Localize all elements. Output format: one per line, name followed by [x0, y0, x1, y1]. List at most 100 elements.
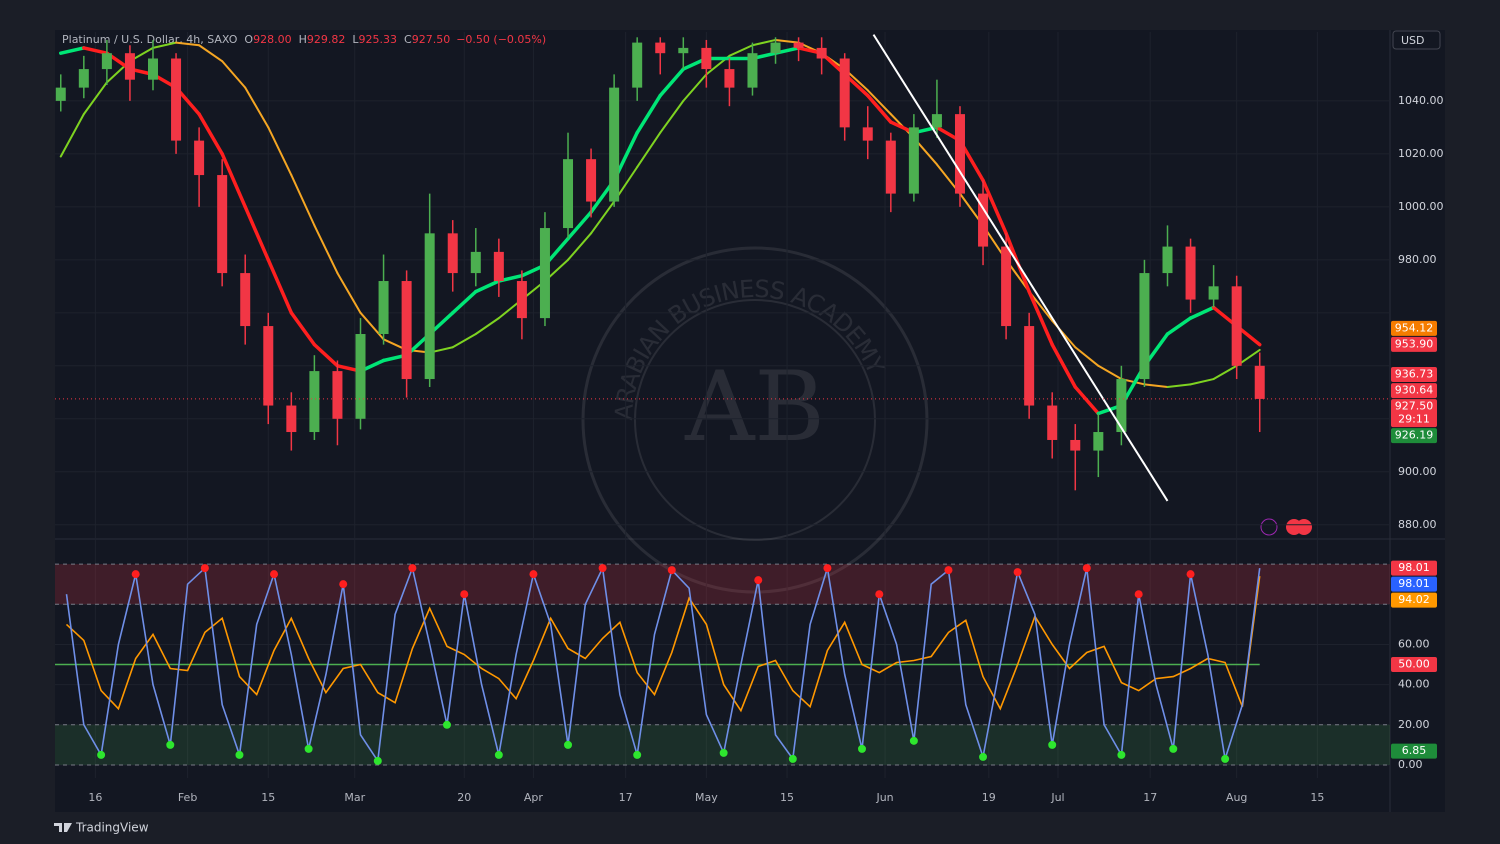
candle-body	[1024, 326, 1035, 406]
signal-high	[875, 590, 884, 599]
band	[55, 724, 1390, 765]
candle-body	[124, 53, 135, 80]
price-label-bg	[1391, 383, 1437, 399]
y-tick-label: 980.00	[1398, 253, 1437, 266]
signal-high	[667, 566, 676, 575]
candle-body	[378, 281, 389, 335]
currency[interactable]: USD	[1401, 34, 1425, 47]
x-tick-label: Mar	[344, 791, 365, 804]
signal-low	[304, 744, 313, 753]
moving-average	[1074, 346, 1100, 367]
ohlc-key: C	[404, 33, 412, 46]
moving-average	[1027, 289, 1054, 347]
moving-average	[336, 272, 362, 314]
candle-body	[816, 47, 827, 59]
candle-body	[240, 273, 251, 327]
moving-average	[59, 113, 85, 158]
symbol: Platinum / U.S. Dollar, 4h, SAXO	[62, 33, 238, 46]
ohlc-value: 927.50	[412, 33, 451, 46]
candle-body	[609, 87, 620, 202]
moving-average	[451, 333, 477, 349]
signal-low	[909, 736, 918, 745]
candle-body	[194, 140, 205, 176]
candle-body	[1047, 405, 1058, 440]
moving-average	[312, 342, 340, 368]
moving-average	[1073, 385, 1101, 416]
y-tick-label: 20.00	[1398, 718, 1430, 731]
moving-average	[267, 126, 293, 177]
moving-average	[635, 93, 662, 135]
moving-average	[220, 152, 247, 209]
signal-low	[979, 752, 988, 761]
candle-body	[1001, 246, 1012, 327]
moving-average	[175, 41, 201, 47]
candle-body	[263, 326, 274, 406]
moving-average	[1050, 342, 1078, 389]
moving-average	[636, 131, 662, 169]
candle-body	[954, 114, 965, 194]
y-tick-label: 40.00	[1398, 678, 1430, 691]
flash-icon[interactable]	[1260, 518, 1278, 536]
candle-body	[171, 58, 182, 141]
x-tick-label: Jun	[875, 791, 893, 804]
chart-icons	[1260, 518, 1312, 536]
ohlc-value: 928.00	[253, 33, 292, 46]
price-label: 94.02	[1398, 593, 1430, 606]
y-tick-label: 0.00	[1398, 758, 1423, 771]
moving-average	[244, 86, 270, 129]
moving-average	[751, 38, 777, 47]
candle-body	[862, 127, 873, 141]
brand-logo	[54, 823, 72, 832]
moving-average	[682, 73, 708, 102]
x-tick-label: 19	[982, 791, 996, 804]
signal-high	[823, 564, 832, 573]
candle-body	[78, 69, 89, 88]
x-tick-label: May	[695, 791, 718, 804]
stochastic-pane	[55, 563, 1390, 766]
moving-average	[474, 317, 500, 336]
signal-low	[1221, 754, 1230, 763]
y-tick-label: 1000.00	[1398, 200, 1444, 213]
event-icon[interactable]	[1296, 519, 1312, 535]
moving-average	[266, 258, 294, 315]
moving-average	[82, 46, 109, 55]
price-label: 50.00	[1398, 658, 1430, 671]
moving-average	[1165, 316, 1193, 336]
signal-high	[339, 580, 348, 589]
currency-box[interactable]	[1392, 30, 1441, 50]
y-tick-label: 900.00	[1398, 465, 1437, 478]
candle-body	[586, 159, 597, 202]
x-tick-label: 15	[1310, 791, 1324, 804]
price-label-bg	[1391, 428, 1437, 444]
ohlc-value: 925.33	[359, 33, 398, 46]
moving-average	[1097, 364, 1123, 381]
moving-average	[290, 174, 316, 227]
price-label-bg	[1391, 320, 1437, 336]
moving-average	[359, 311, 385, 341]
candle-body	[747, 53, 758, 88]
signal-low	[633, 750, 642, 759]
ohlc-value: 929.82	[307, 33, 346, 46]
signal-high	[529, 570, 538, 579]
candle-body	[908, 127, 919, 194]
watermark-initials: AB	[684, 351, 825, 463]
price-label: 954.12	[1395, 321, 1434, 334]
signal-high	[944, 566, 953, 575]
x-tick-label: 15	[780, 791, 794, 804]
candle-body	[309, 371, 320, 433]
candle-body	[1116, 379, 1127, 433]
candle-body	[424, 233, 435, 380]
candle-body	[1093, 432, 1104, 451]
price-label: 98.01	[1398, 561, 1430, 574]
candle-body	[1208, 286, 1219, 300]
moving-average	[82, 81, 108, 116]
price-label: 98.01	[1398, 577, 1430, 590]
countdown: 29:11	[1398, 413, 1430, 426]
moving-average	[866, 93, 893, 124]
moving-average	[1166, 383, 1192, 388]
change: −0.50 (−0.05%)	[456, 33, 546, 46]
price-label-bg	[1391, 399, 1437, 428]
brand: TradingView	[54, 821, 149, 835]
moving-average	[1212, 364, 1238, 381]
